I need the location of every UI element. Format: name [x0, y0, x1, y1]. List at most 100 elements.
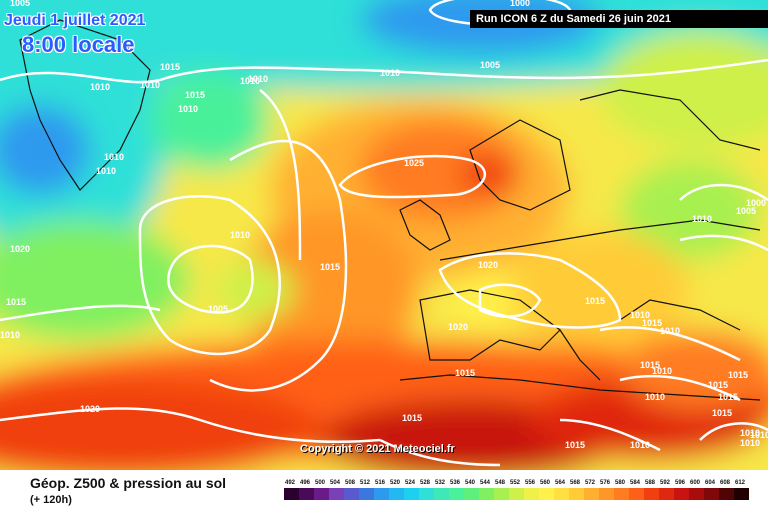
isobar-label: 1010 [645, 392, 665, 402]
legend-swatch [359, 488, 374, 500]
legend-swatch [524, 488, 539, 500]
legend-value: 492 [285, 480, 296, 486]
isobar-label: 1015 [160, 62, 180, 72]
isobar-label: 1010 [230, 230, 250, 240]
legend-swatch [449, 488, 464, 500]
legend-swatch [464, 488, 479, 500]
color-legend: 492 496 500 504 508 512 516 520 524 528 532 536 540 5… [284, 480, 749, 500]
isobars [0, 0, 768, 465]
isobar-label: 1010 [104, 152, 124, 162]
legend-value: 604 [705, 480, 716, 486]
legend-value: 580 [615, 480, 626, 486]
isobar-label: 1010 [660, 326, 680, 336]
legend-value: 588 [645, 480, 656, 486]
isobar-label: 1010 [740, 428, 760, 438]
isobar-label: 1015 [728, 370, 748, 380]
legend-value: 544 [480, 480, 491, 486]
isobar-label: 1015 [6, 297, 26, 307]
isobar-label: 1020 [10, 244, 30, 254]
isobar-label: 1010 [380, 68, 400, 78]
legend-swatch [539, 488, 554, 500]
legend-value: 500 [315, 480, 326, 486]
legend-value: 528 [420, 480, 431, 486]
isobar-label: 1010 [90, 82, 110, 92]
legend-swatch [374, 488, 389, 500]
isobar-label: 1015 [712, 408, 732, 418]
legend-value: 596 [675, 480, 686, 486]
legend-value: 560 [540, 480, 551, 486]
legend-value: 600 [690, 480, 701, 486]
footer: Géop. Z500 & pression au sol (+ 120h) 49… [0, 470, 768, 512]
legend-swatch [614, 488, 629, 500]
legend-value: 504 [330, 480, 341, 486]
isobar-label: 1000 [510, 0, 530, 8]
isobar-label: 1010 [630, 440, 650, 450]
legend-value: 508 [345, 480, 356, 486]
isobar-label: 1015 [320, 262, 340, 272]
legend-swatch [734, 488, 749, 500]
legend-value: 516 [375, 480, 386, 486]
isobar-label: 1010 [96, 166, 116, 176]
legend-swatch [509, 488, 524, 500]
legend-value: 608 [720, 480, 731, 486]
legend-swatch [404, 488, 419, 500]
legend-swatch [344, 488, 359, 500]
legend-value: 496 [300, 480, 311, 486]
legend-value: 564 [555, 480, 566, 486]
run-info: Run ICON 6 Z du Samedi 26 juin 2021 [470, 10, 768, 28]
isobar-label: 1010 [240, 76, 260, 86]
legend-swatch [644, 488, 659, 500]
coastlines [19, 19, 761, 401]
isobar-label: 1020 [80, 404, 100, 414]
legend-value: 584 [630, 480, 641, 486]
legend-value: 592 [660, 480, 671, 486]
legend-swatch [284, 488, 299, 500]
legend-swatch [689, 488, 704, 500]
isobar-label: 1020 [448, 322, 468, 332]
isobar-label: 1015 [718, 392, 738, 402]
legend-value: 556 [525, 480, 536, 486]
copyright: Copyright © 2021 Meteociel.fr [300, 443, 455, 455]
legend-value: 520 [390, 480, 401, 486]
legend-value: 568 [570, 480, 581, 486]
isobar-label: 1005 [10, 0, 30, 8]
legend-swatch [554, 488, 569, 500]
legend-value: 552 [510, 480, 521, 486]
map-title: Géop. Z500 & pression au sol [30, 475, 227, 491]
legend-swatch [434, 488, 449, 500]
isobar-label: 1010 [692, 214, 712, 224]
legend-swatch [314, 488, 329, 500]
legend-swatch [569, 488, 584, 500]
isobar-label: 1010 [140, 80, 160, 90]
isobar-label: 1005 [208, 304, 228, 314]
legend-value: 572 [585, 480, 596, 486]
isobar-label: 1010 [0, 330, 20, 340]
valid-hour: 8:00 locale [22, 32, 135, 57]
legend-value: 540 [465, 480, 476, 486]
legend-swatch [419, 488, 434, 500]
valid-date: Jeudi 1 juillet 2021 [4, 12, 146, 29]
legend-value: 536 [450, 480, 461, 486]
legend-swatch [599, 488, 614, 500]
isobar-label: 1015 [455, 368, 475, 378]
legend-swatch [299, 488, 314, 500]
isobar-label: 1015 [565, 440, 585, 450]
legend-value: 576 [600, 480, 611, 486]
legend-value: 532 [435, 480, 446, 486]
weather-map: 1005 1000 1005 1010 1010 1015 1010 1010 1015 1010… [0, 0, 768, 470]
legend-swatch [584, 488, 599, 500]
isobar-label: 1005 [736, 206, 756, 216]
isobar-label: 1015 [402, 413, 422, 423]
legend-swatch [494, 488, 509, 500]
isobar-label: 1000 [746, 198, 766, 208]
isobar-label: 1015 [642, 318, 662, 328]
legend-swatch [629, 488, 644, 500]
isobar-label: 1010 [630, 310, 650, 320]
map-canvas: 1005 100010051010101010151010101010151010… [0, 0, 768, 470]
legend-swatch [389, 488, 404, 500]
isobar-label: 1010 [652, 366, 672, 376]
isobar-label: 1015 [640, 360, 660, 370]
isobar-label: 1020 [478, 260, 498, 270]
legend-value: 524 [405, 480, 416, 486]
isobar-labels: 1005 100010051010101010151010101010151010… [0, 0, 768, 450]
